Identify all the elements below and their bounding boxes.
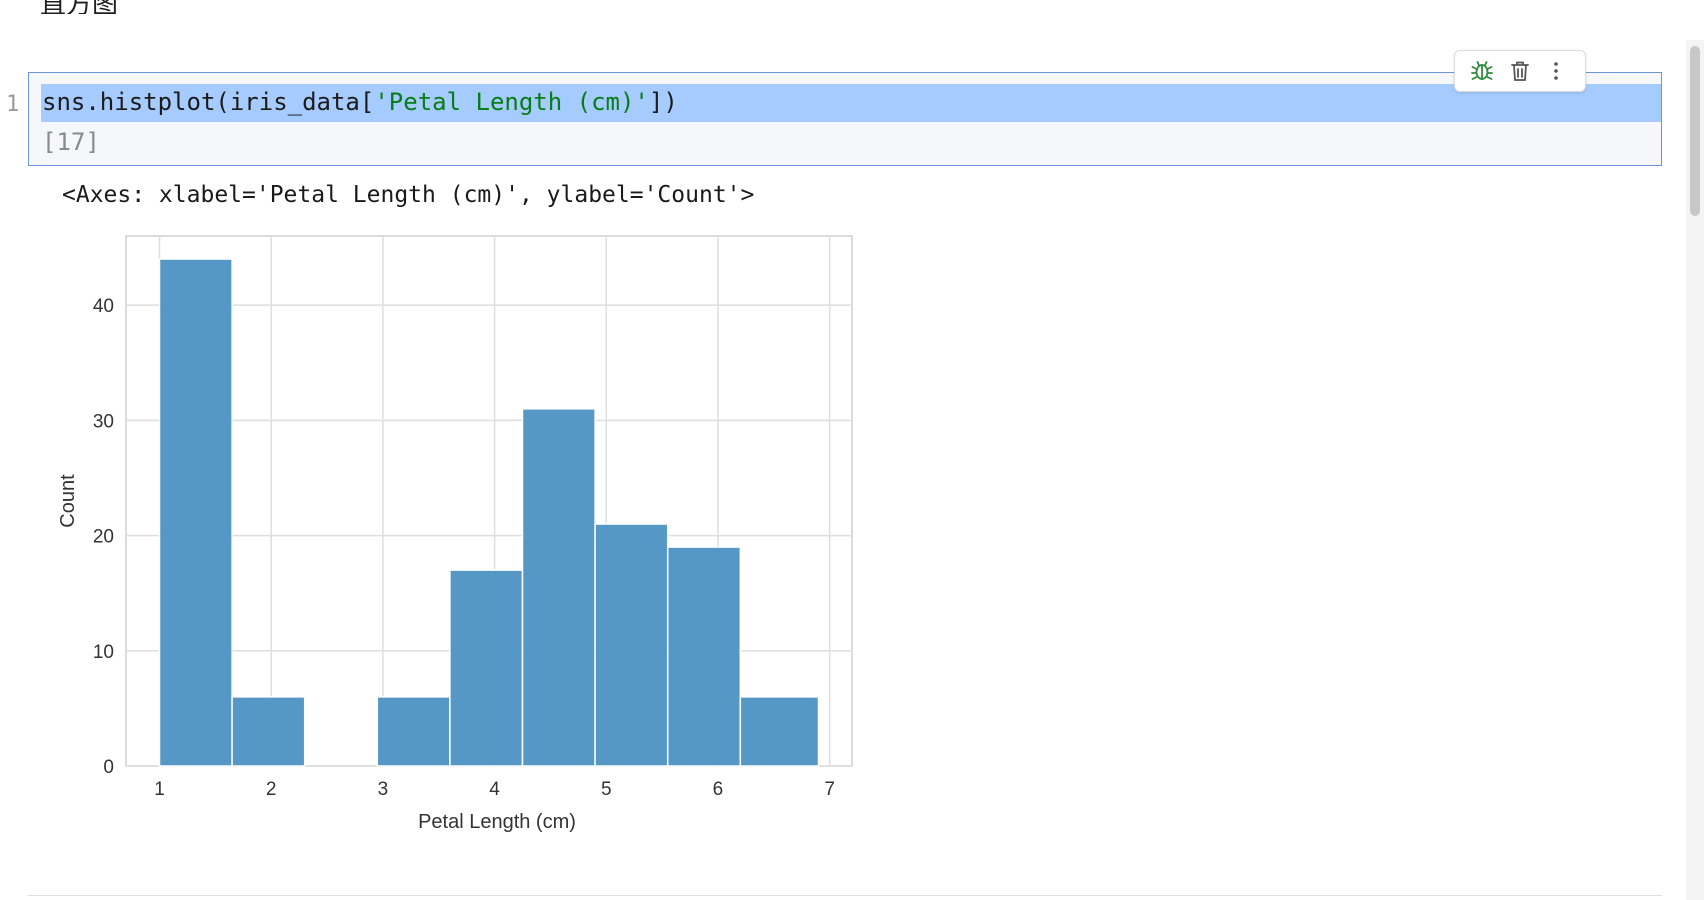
histogram-bar bbox=[449, 569, 524, 767]
histogram-bar bbox=[158, 258, 233, 767]
output-repr-text: <Axes: xlabel='Petal Length (cm)', ylabe… bbox=[62, 182, 755, 208]
histogram-bar bbox=[231, 696, 306, 767]
code-line-highlight[interactable] bbox=[41, 84, 1661, 122]
x-tick-label: 5 bbox=[601, 779, 612, 800]
y-axis-label: Count bbox=[57, 474, 79, 528]
axis-ticks: 1 2 3 4 5 6 7 0 10 20 30 40 bbox=[93, 296, 835, 800]
x-tick-label: 6 bbox=[713, 779, 724, 800]
histogram-chart: 1 2 3 4 5 6 7 0 10 20 30 40 Petal Length (cm) Count bbox=[57, 235, 853, 833]
scrollbar-thumb[interactable] bbox=[1690, 46, 1700, 216]
code-string-literal: 'Petal Length (cm)' bbox=[374, 88, 649, 116]
execution-count: [17] bbox=[42, 128, 100, 156]
bug-icon bbox=[1471, 61, 1493, 80]
x-tick-label: 1 bbox=[154, 779, 165, 800]
more-actions-button[interactable] bbox=[1543, 58, 1569, 84]
x-tick-label: 3 bbox=[378, 779, 389, 800]
histogram-bar bbox=[521, 408, 596, 767]
y-tick-label: 20 bbox=[93, 527, 114, 548]
cell-toolbar bbox=[1454, 50, 1586, 92]
y-tick-label: 40 bbox=[93, 296, 114, 317]
x-tick-label: 2 bbox=[266, 779, 277, 800]
trash-icon bbox=[1511, 61, 1529, 81]
histogram-bars bbox=[158, 258, 820, 767]
code-call: sns.histplot(iris_data[ bbox=[42, 88, 375, 116]
code-text[interactable]: sns.histplot(iris_data['Petal Length (cm… bbox=[42, 88, 678, 116]
line-number: 1 bbox=[6, 92, 20, 117]
histogram-bar bbox=[666, 546, 742, 767]
y-tick-label: 30 bbox=[93, 411, 114, 432]
more-vertical-icon bbox=[1554, 62, 1558, 80]
delete-cell-button[interactable] bbox=[1507, 58, 1533, 84]
section-heading: 直方图 bbox=[40, 0, 118, 14]
histogram-bar bbox=[594, 523, 669, 767]
x-tick-label: 4 bbox=[489, 779, 500, 800]
y-tick-label: 0 bbox=[103, 757, 114, 778]
x-axis-label: Petal Length (cm) bbox=[418, 811, 576, 833]
section-heading-clip: 直方图 bbox=[40, 0, 180, 14]
x-tick-label: 7 bbox=[824, 779, 835, 800]
code-cell[interactable]: sns.histplot(iris_data['Petal Length (cm… bbox=[28, 72, 1662, 166]
scrollbar-track[interactable] bbox=[1686, 40, 1704, 900]
y-tick-label: 10 bbox=[93, 642, 114, 663]
cell-divider bbox=[28, 895, 1662, 896]
histogram-bar bbox=[739, 696, 820, 767]
code-close: ]) bbox=[648, 88, 678, 116]
histogram-bar bbox=[376, 696, 451, 767]
debug-button[interactable] bbox=[1469, 58, 1495, 84]
